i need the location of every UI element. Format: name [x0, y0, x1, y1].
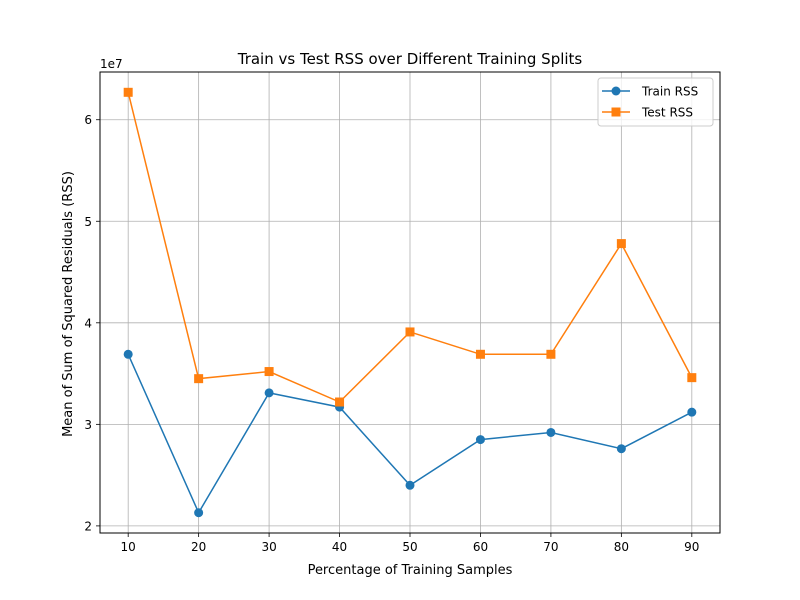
x-tick-label: 20	[191, 540, 206, 554]
train-rss-point	[123, 349, 133, 359]
legend-box	[597, 77, 714, 127]
axis-ticks: 10 20 30 40 50 60 70 80 90 2 3 4 5 6	[84, 113, 699, 554]
test-rss-point	[335, 397, 345, 407]
x-tick-label: 70	[543, 540, 558, 554]
test-rss-point	[546, 349, 556, 359]
legend: Train RSS Test RSS	[597, 77, 714, 127]
y-tick-label: 5	[84, 215, 92, 229]
train-rss-point	[264, 388, 274, 398]
test-rss-point	[123, 87, 133, 97]
y-axis-label: Mean of Sum of Squared Residuals (RSS)	[61, 171, 76, 437]
x-tick-label: 80	[614, 540, 629, 554]
x-tick-label: 40	[332, 540, 347, 554]
y-axis-offset-label: 1e7	[100, 57, 123, 71]
train-rss-point	[194, 508, 204, 518]
x-tick-label: 60	[473, 540, 488, 554]
x-tick-label: 90	[684, 540, 699, 554]
test-rss-point	[687, 373, 697, 383]
test-rss-point	[405, 327, 415, 337]
test-rss-point	[264, 367, 274, 377]
train-rss-point	[687, 407, 697, 417]
legend-test-marker	[611, 107, 621, 117]
x-tick-label: 30	[261, 540, 276, 554]
test-rss-point	[194, 374, 204, 384]
test-rss-point	[475, 349, 485, 359]
y-tick-label: 3	[84, 418, 92, 432]
train-rss-point	[616, 444, 626, 454]
x-tick-label: 50	[402, 540, 417, 554]
train-rss-point	[546, 427, 556, 437]
y-tick-label: 2	[84, 519, 92, 533]
test-rss-point	[616, 239, 626, 249]
y-tick-label: 6	[84, 113, 92, 127]
series-layer	[123, 87, 697, 518]
grid	[100, 72, 720, 533]
legend-test-label: Test RSS	[641, 106, 693, 120]
train-rss-point	[405, 480, 415, 490]
y-tick-label: 4	[84, 316, 92, 330]
legend-train-marker	[611, 86, 621, 96]
train-rss-point	[475, 435, 485, 445]
legend-train-label: Train RSS	[641, 85, 698, 99]
chart-title: Train vs Test RSS over Different Trainin…	[237, 50, 583, 68]
x-axis-label: Percentage of Training Samples	[308, 563, 513, 578]
x-tick-label: 10	[121, 540, 136, 554]
